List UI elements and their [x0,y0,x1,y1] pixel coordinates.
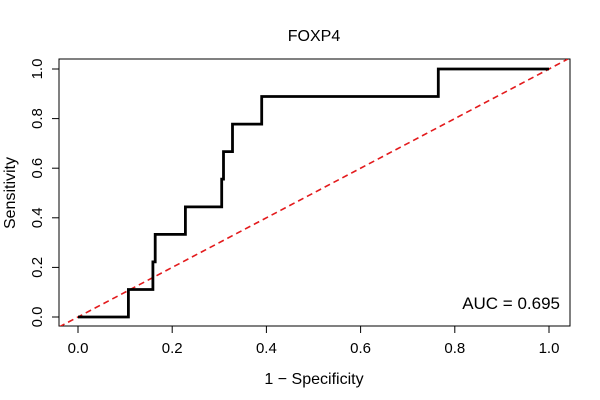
y-tick-label: 0.0 [29,307,46,328]
y-tick-label: 0.8 [29,108,46,129]
x-axis-label: 1 − Specificity [264,371,363,388]
x-tick-label: 1.0 [539,340,560,357]
y-axis: 0.0 0.2 0.4 0.6 0.8 1.0 [29,59,60,328]
auc-annotation: AUC = 0.695 [462,294,560,313]
y-tick-label: 1.0 [29,59,46,80]
x-tick-label: 0.2 [162,340,183,357]
y-tick-label: 0.4 [29,207,46,228]
reference-diagonal-line [59,59,569,326]
x-tick-label: 0.8 [444,340,465,357]
roc-curve-line [78,67,549,319]
y-tick-label: 0.2 [29,257,46,278]
x-axis: 0.0 0.2 0.4 0.6 0.8 1.0 [68,325,560,357]
x-tick-label: 0.4 [256,340,277,357]
series-layer [59,59,569,326]
y-axis-label: Sensitivity [2,157,19,229]
x-tick-label: 0.0 [68,340,89,357]
x-tick-label: 0.6 [350,340,371,357]
y-tick-label: 0.6 [29,158,46,179]
chart-title: FOXP4 [288,28,341,45]
